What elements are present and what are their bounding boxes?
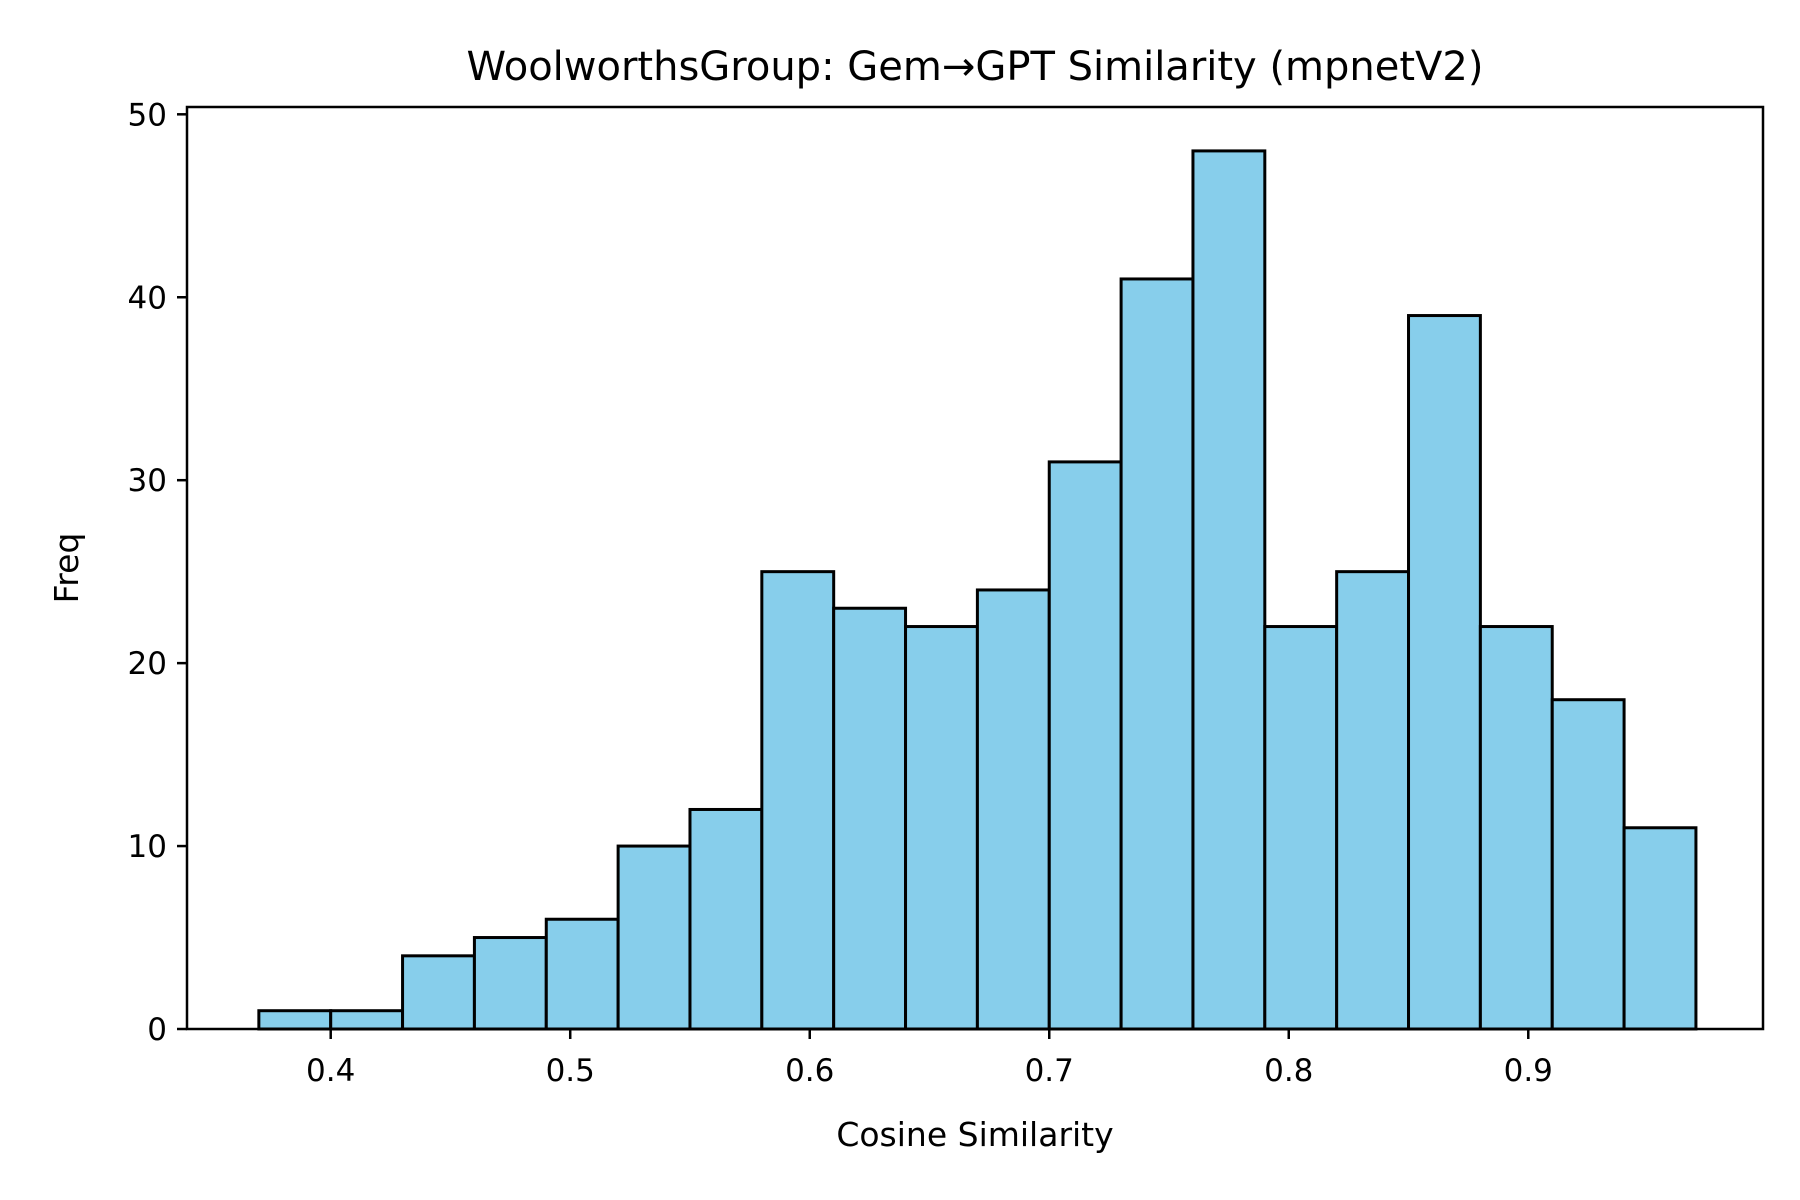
x-tick-label: 0.5 [546, 1053, 595, 1089]
histogram-bar [1478, 625, 1554, 1031]
histogram-bar [329, 1009, 405, 1031]
histogram-bar [1550, 698, 1626, 1031]
histogram-bar [1335, 570, 1411, 1031]
histogram-bar [832, 606, 908, 1031]
x-axis: 0.4 0.5 0.6 0.7 0.8 0.9 [306, 1029, 1553, 1089]
y-tick-label: 20 [128, 646, 167, 682]
x-tick-label: 0.7 [1025, 1053, 1074, 1089]
histogram-bar [472, 936, 548, 1031]
y-tick-label: 40 [128, 280, 167, 316]
histogram-bar [760, 570, 836, 1031]
histogram-bar [401, 954, 476, 1031]
histogram-bar [1622, 826, 1698, 1031]
x-tick-label: 0.4 [306, 1053, 355, 1089]
histogram-bar [544, 917, 620, 1031]
x-axis-label: Cosine Similarity [836, 1115, 1113, 1154]
histogram-bar [1263, 625, 1339, 1031]
histogram-bar [975, 588, 1051, 1031]
histogram-bar [1047, 460, 1123, 1031]
y-tick-label: 0 [147, 1012, 167, 1048]
y-tick-label: 50 [128, 97, 167, 133]
chart-title: WoolworthsGroup: Gem→GPT Similarity (mpn… [467, 44, 1484, 90]
histogram-bar [904, 625, 979, 1031]
y-tick-label: 30 [128, 463, 167, 499]
histogram-bar [1191, 149, 1267, 1031]
histogram-bar [616, 844, 692, 1031]
x-tick-label: 0.9 [1504, 1053, 1553, 1089]
bars-group [257, 149, 1698, 1031]
y-axis: 0 10 20 30 40 50 [128, 97, 187, 1048]
histogram-bar [1407, 314, 1482, 1031]
histogram-bar [688, 807, 764, 1031]
plot-frame [185, 105, 1765, 1031]
histogram-bar [257, 1009, 333, 1031]
histogram-bar [1119, 277, 1195, 1031]
y-axis-label: Freq [47, 533, 86, 604]
y-tick-label: 10 [128, 829, 167, 865]
x-tick-label: 0.6 [785, 1053, 834, 1089]
x-tick-label: 0.8 [1264, 1053, 1313, 1089]
